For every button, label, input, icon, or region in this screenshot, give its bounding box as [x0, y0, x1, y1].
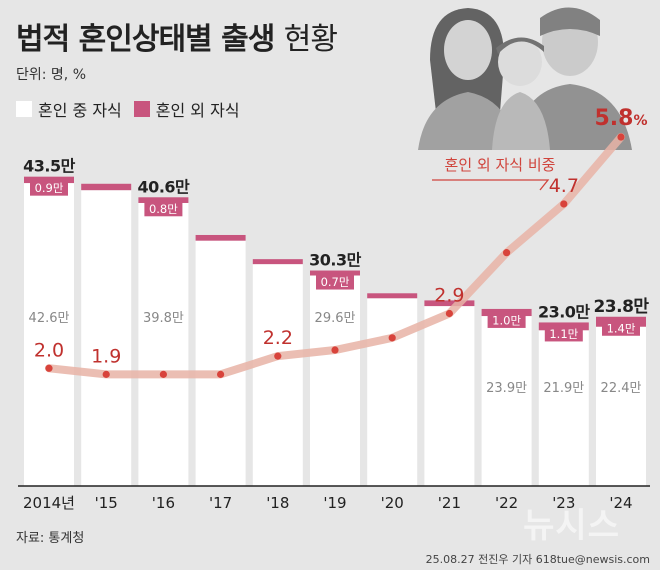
watermark-logo: 뉴시스: [523, 506, 620, 546]
inside-value-label-0: 42.6만: [29, 311, 70, 326]
x-tick-label-7: '21: [438, 494, 461, 512]
share-value-label-7: 2.9: [434, 285, 464, 307]
x-tick-label-3: '17: [209, 494, 232, 512]
outside-value-label-2: 0.8만: [149, 202, 178, 216]
bar-outside-3: [195, 234, 246, 241]
outside-value-label-8: 1.0만: [492, 313, 521, 327]
legend-swatch-outside: [133, 101, 150, 117]
share-value-label-9: 4.7: [549, 175, 579, 197]
share-point-2: [159, 370, 167, 378]
x-tick-label-9: '23: [552, 494, 575, 512]
inside-value-label-2: 39.8만: [143, 311, 184, 326]
share-point-7: [445, 309, 453, 318]
outside-value-label-5: 0.7만: [321, 275, 350, 289]
total-value-label-10: 23.8만: [593, 297, 649, 317]
line-annotation: 혼인 외 자식 비중: [432, 156, 556, 191]
credit-label: 25.08.27 전진우 기자 618tue@newsis.com: [425, 553, 650, 566]
share-point-6: [388, 334, 396, 342]
x-tick-label-6: '20: [381, 494, 404, 512]
bar-outside-2: [138, 197, 189, 203]
bar-inside-3: [195, 240, 246, 486]
line-annotation-bracket: [432, 179, 550, 191]
bar-outside-4: [252, 259, 303, 265]
outside-value-box-5: [316, 273, 354, 290]
family-illustration: [418, 7, 632, 150]
outside-value-box-10: [602, 319, 640, 336]
share-point-5: [331, 346, 339, 354]
total-value-label-0: 43.5만: [23, 157, 75, 176]
chart-labels: 42.6만 0.9만 43.5만 39.8만 0.8만 40.6만 29.6만 0.7만 30.…: [23, 157, 650, 396]
outside-value-box-8: [487, 311, 526, 328]
outside-value-box-2: [144, 200, 183, 217]
x-tick-label-5: '19: [323, 494, 346, 512]
source-label: 자료: 통계청: [16, 531, 85, 546]
outside-value-label-0: 0.9만: [35, 181, 64, 195]
outside-value-box-0: [30, 179, 68, 196]
inside-value-label-5: 29.6만: [315, 311, 356, 326]
total-value-label-5: 30.3만: [309, 251, 361, 270]
x-tick-label-0: 2014년: [23, 494, 75, 512]
legend-label-outside: 혼인 외 자식: [155, 101, 240, 120]
x-tick-label-8: '22: [495, 494, 518, 512]
title-light: 현황: [283, 22, 338, 57]
x-tick-label-4: '18: [266, 494, 289, 512]
outside-value-label-10: 1.4만: [607, 321, 636, 335]
bar-inside-5: [310, 275, 360, 486]
legend-label-inside: 혼인 중 자식: [38, 101, 122, 120]
bar-inside-0: [24, 183, 74, 487]
legend: 혼인 중 자식 혼인 외 자식: [16, 97, 252, 121]
share-point-4: [274, 352, 282, 360]
line-annotation-label: 혼인 외 자식 비중: [445, 156, 556, 174]
bar-inside-9: [538, 330, 589, 486]
x-tick-label-10: '24: [609, 494, 632, 512]
title-main: 법적 혼인상태별 출생: [16, 22, 275, 57]
share-value-label-10: 5.8%: [594, 106, 647, 131]
inside-value-label-9: 21.9만: [543, 381, 584, 396]
outside-value-box-9: [544, 325, 583, 342]
share-point-3: [217, 370, 225, 378]
page-title: 법적 혼인상태별 출생 현황: [16, 14, 338, 58]
share-point-0: [45, 364, 53, 372]
share-unit-label: %: [633, 113, 647, 129]
bar-outside-7: [424, 300, 475, 307]
bar-inside-10: [596, 326, 646, 486]
inside-value-label-8: 23.9만: [486, 381, 527, 396]
bar-outside-5: [310, 270, 360, 276]
outside-value-label-9: 1.1만: [549, 327, 578, 341]
share-value-label-4: 2.2: [263, 327, 293, 349]
x-tick-label-2: '16: [152, 494, 175, 512]
bar-inside-8: [481, 316, 532, 486]
bar-outside-1: [81, 183, 132, 191]
share-value-label-1: 1.9: [91, 345, 121, 367]
bar-inside-1: [81, 190, 132, 486]
legend-item-outside: 혼인 외 자식: [133, 97, 240, 121]
child-figure: [492, 37, 550, 150]
x-axis: 2014년 '15 '16 '17 '18 '19 '20 '21 '22 '23 '24: [18, 485, 650, 512]
bar-inside-2: [138, 202, 189, 486]
share-value-label-0: 2.0: [34, 339, 64, 361]
bar-inside-4: [252, 264, 303, 486]
x-tick-label-1: '15: [95, 494, 118, 512]
bar-inside-7: [424, 306, 475, 486]
mother-figure: [418, 8, 516, 150]
legend-item-inside: 혼인 중 자식: [16, 97, 122, 121]
inside-value-label-10: 22.4만: [601, 381, 642, 396]
bar-outside-6: [367, 293, 418, 299]
share-point-9: [560, 200, 568, 208]
unit-label: 단위: 명, %: [16, 67, 87, 83]
share-point-1: [102, 370, 110, 378]
legend-swatch-inside: [16, 101, 32, 117]
total-value-label-2: 40.6만: [138, 177, 190, 196]
share-point-10: [617, 133, 625, 141]
total-value-label-9: 23.0만: [538, 302, 590, 321]
share-point-8: [503, 249, 511, 257]
